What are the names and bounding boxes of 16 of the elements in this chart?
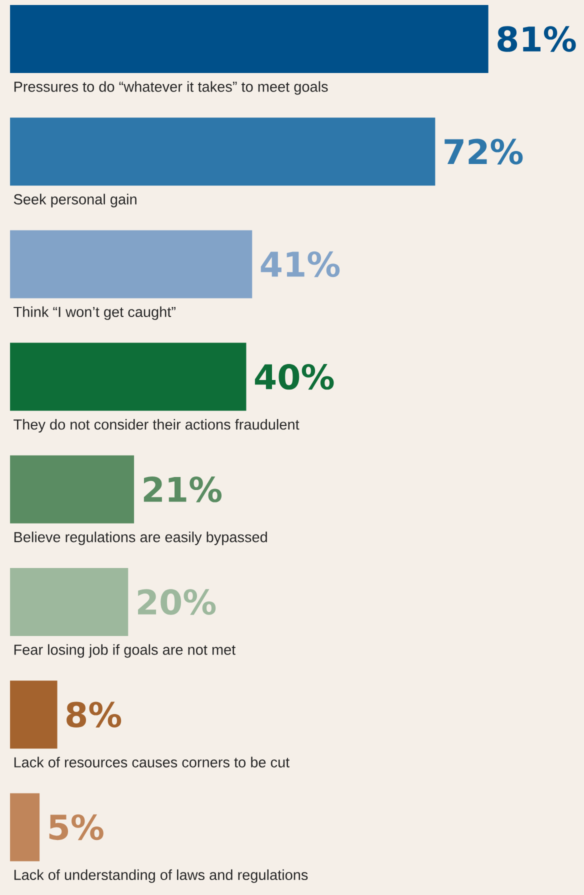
data-label: 72% (444, 138, 523, 164)
y-tick-label: Fear losing job if goals are not met (14, 644, 236, 658)
y-tick-label: Pressures to do “whatever it takes” to meet goals (14, 81, 328, 95)
y-tick-label: Seek personal gain (14, 194, 136, 208)
data-label: 8% (66, 702, 122, 728)
data-label: 41% (260, 251, 340, 278)
data-label: 20% (138, 589, 216, 615)
y-tick-label: Think “I won’t get caught” (14, 306, 176, 320)
data-label: 5% (49, 814, 104, 840)
y-tick-label: Lack of resources causes corners to be cut (14, 756, 290, 768)
data-label: 21% (144, 476, 222, 502)
y-tick-label: Believe regulations are easily bypassed (14, 532, 267, 546)
data-label: 40% (254, 364, 334, 390)
y-tick-label: Lack of understanding of laws and regulations (14, 869, 308, 883)
data-label: 81% (498, 26, 576, 52)
y-tick-label: They do not consider their actions fraudulent (14, 419, 300, 433)
